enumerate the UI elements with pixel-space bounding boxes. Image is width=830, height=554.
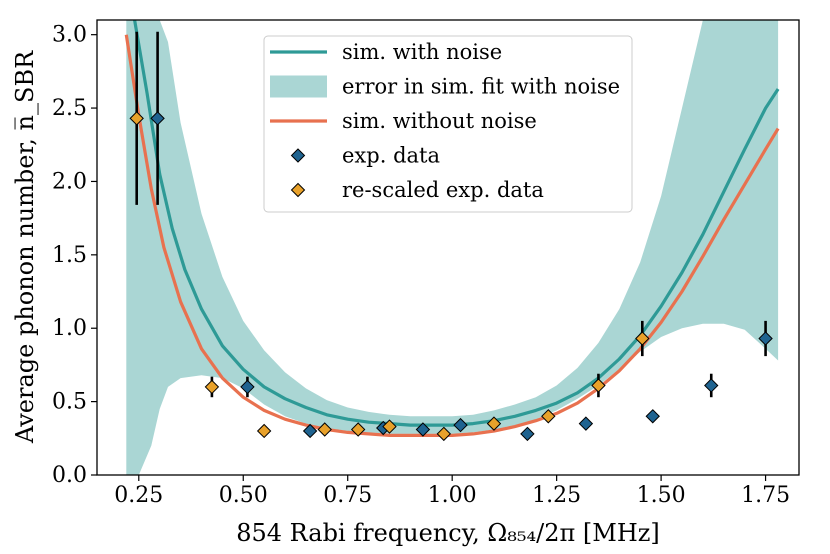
exp-data-point — [578, 416, 594, 431]
legend-label-rescaled: re-scaled exp. data — [342, 178, 544, 202]
exp-data-point — [453, 417, 468, 433]
rescaled-data-point — [591, 378, 606, 393]
exp-data-point — [758, 331, 773, 346]
legend-swatch-exp — [290, 148, 306, 163]
exp-data-point — [415, 422, 431, 437]
x-tick-label: 1.50 — [637, 483, 686, 508]
rescaled-data-point — [129, 111, 144, 126]
y-tick-label: 1.5 — [52, 243, 87, 268]
legend-swatch-band — [270, 75, 327, 98]
y-tick-label: 0.5 — [52, 390, 87, 415]
exp-data-point — [302, 423, 318, 439]
y-axis-title: Average phonon number, n̅_SBR — [11, 50, 39, 444]
y-tick-label: 0.0 — [52, 463, 87, 488]
x-tick-label: 0.25 — [114, 483, 163, 508]
legend-label-exp: exp. data — [342, 144, 440, 168]
exp-data-point — [704, 378, 719, 393]
rescaled-data-point — [204, 379, 220, 395]
legend-label-sim_noise: sim. with noise — [342, 40, 502, 64]
legend-label-sim_no_noise: sim. without noise — [342, 109, 537, 133]
x-tick-label: 1.75 — [741, 483, 790, 508]
x-axis-title: 854 Rabi frequency, Ω₈₅₄/2π [MHz] — [236, 519, 660, 547]
x-tick-label: 1.25 — [532, 483, 581, 508]
x-tick-label: 0.75 — [323, 483, 372, 508]
x-tick-label: 1.00 — [428, 483, 477, 508]
legend: sim. with noise error in sim. fit with no… — [263, 35, 633, 213]
rescaled-data-point — [541, 409, 556, 424]
sim-with-noise-line — [133, 20, 780, 427]
rescaled-data-point — [486, 416, 502, 431]
legend-swatch-rescaled — [290, 182, 306, 198]
rescaled-data-point — [350, 422, 366, 437]
legend-label-band: error in sim. fit with noise — [342, 75, 620, 99]
rescaled-data-point — [317, 422, 332, 437]
y-tick-label: 1.0 — [52, 316, 87, 341]
exp-data-point — [240, 379, 255, 395]
rescaled-data-point — [256, 423, 272, 439]
exp-data-point — [645, 409, 660, 424]
exp-data-point — [150, 111, 165, 126]
exp-data-point — [520, 426, 535, 442]
rescaled-data-point — [382, 419, 397, 434]
plot-frame — [96, 19, 800, 476]
y-tick-label: 2.0 — [52, 169, 87, 194]
legend-box — [263, 35, 633, 213]
y-tick-label: 3.0 — [52, 23, 87, 48]
y-tick-label: 2.5 — [52, 96, 87, 121]
rescaled-data-point — [436, 426, 452, 442]
x-tick-label: 0.50 — [219, 483, 268, 508]
rescaled-data-point — [635, 331, 650, 346]
